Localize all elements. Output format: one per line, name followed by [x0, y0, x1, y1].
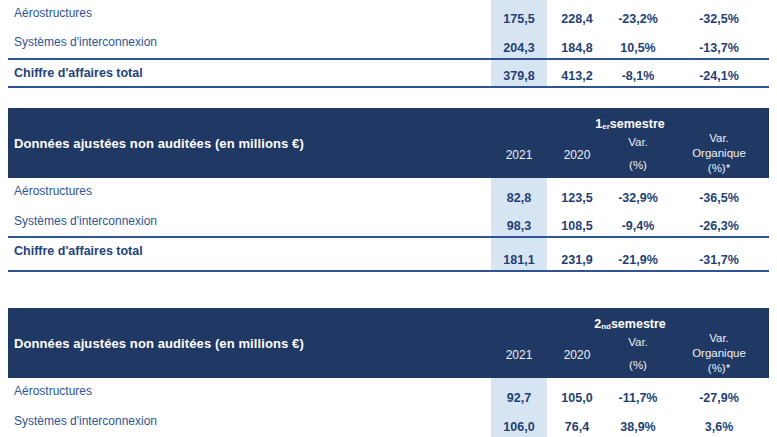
value-2020: 105,0	[547, 378, 607, 408]
period-title: 1er semestre	[491, 108, 769, 131]
table-row: Systèmes d'interconnexion 98,3 108,5 -9,…	[8, 208, 769, 238]
table-row: Systèmes d'interconnexion 204,3 184,8 10…	[8, 29, 769, 60]
value-var-pct: -32,9%	[607, 178, 669, 208]
value-var-organique: -24,1%	[669, 60, 769, 86]
table-header: Données ajustées non auditées (en millio…	[8, 308, 769, 378]
table-row: Aérostructures 82,8 123,5 -32,9% -36,5%	[8, 178, 769, 208]
value-2020: 413,2	[547, 60, 607, 86]
spacer	[0, 88, 777, 108]
table-title: Données ajustées non auditées (en millio…	[8, 108, 491, 178]
value-2021: 92,7	[491, 378, 547, 408]
value-2021: 204,3	[491, 29, 547, 58]
column-header-2021: 2021	[491, 131, 547, 178]
numeric-columns-header: 2nd semestre 2021 2020 Var. (%) Var. Org…	[491, 308, 769, 378]
value-2020: 123,5	[547, 178, 607, 208]
row-label: Aérostructures	[8, 178, 491, 208]
column-header-2020: 2020	[547, 131, 607, 178]
value-var-pct: -8,1%	[607, 60, 669, 86]
period-title: 2nd semestre	[491, 308, 769, 331]
period-number: 2	[594, 317, 601, 331]
period-word: semestre	[610, 117, 665, 131]
value-var-pct: 38,9%	[607, 408, 669, 437]
value-var-pct: -11,7%	[607, 378, 669, 408]
value-2021: 175,5	[491, 0, 547, 29]
value-var-pct: 10,5%	[607, 29, 669, 58]
column-headers: 2021 2020 Var. (%) Var. Organique (%)*	[491, 131, 769, 178]
value-2021: 181,1	[491, 238, 547, 270]
table-row: Aérostructures 92,7 105,0 -11,7% -27,9%	[8, 378, 769, 408]
value-2020: 184,8	[547, 29, 607, 58]
column-header-var: Var. (%)	[607, 331, 669, 378]
value-2021: 379,8	[491, 60, 547, 86]
period-ordinal-suffix: er	[602, 123, 610, 131]
period-word: semestre	[611, 317, 666, 331]
table-premier-semestre: Données ajustées non auditées (en millio…	[8, 108, 769, 272]
table-row: Systèmes d'interconnexion 106,0 76,4 38,…	[8, 408, 769, 437]
value-var-organique: -31,7%	[669, 238, 769, 270]
row-label: Chiffre d'affaires total	[8, 60, 491, 86]
table-body: Aérostructures 92,7 105,0 -11,7% -27,9% …	[8, 378, 769, 437]
row-label: Chiffre d'affaires total	[8, 238, 491, 270]
column-header-org-line3: (%)*	[708, 361, 730, 376]
column-header-org-line2: Organique	[692, 146, 746, 161]
value-var-organique: -27,9%	[669, 378, 769, 408]
table-body: Aérostructures 82,8 123,5 -32,9% -36,5% …	[8, 178, 769, 272]
period-ordinal-suffix: nd	[601, 323, 611, 331]
table-body: Aérostructures 175,5 228,4 -23,2% -32,5%…	[8, 0, 769, 88]
numeric-columns-header: 1er semestre 2021 2020 Var. (%) Var. Org…	[491, 108, 769, 178]
value-2021: 98,3	[491, 208, 547, 236]
value-2021: 106,0	[491, 408, 547, 437]
column-header-2020: 2020	[547, 331, 607, 378]
value-var-pct: -23,2%	[607, 0, 669, 29]
column-header-var-line2: (%)	[629, 359, 647, 371]
table-row-total: Chiffre d'affaires total 181,1 231,9 -21…	[8, 238, 769, 272]
value-2020: 108,5	[547, 208, 607, 236]
column-header-var: Var. (%)	[607, 131, 669, 178]
value-var-organique: -36,5%	[669, 178, 769, 208]
column-header-org-line3: (%)*	[708, 161, 730, 176]
spacer	[0, 272, 777, 308]
value-2020: 231,9	[547, 238, 607, 270]
row-label: Systèmes d'interconnexion	[8, 208, 491, 236]
period-number: 1	[595, 117, 602, 131]
column-header-var-organique: Var. Organique (%)*	[669, 331, 769, 378]
row-label: Aérostructures	[8, 0, 491, 29]
value-var-organique: -13,7%	[669, 29, 769, 58]
table-second-semestre: Données ajustées non auditées (en millio…	[8, 308, 769, 437]
value-var-organique: 3,6%	[669, 408, 769, 437]
financial-report-page: Aérostructures 175,5 228,4 -23,2% -32,5%…	[0, 0, 777, 437]
value-var-organique: -32,5%	[669, 0, 769, 29]
value-2020: 76,4	[547, 408, 607, 437]
row-label: Aérostructures	[8, 378, 491, 408]
column-header-var-line1: Var.	[628, 336, 648, 348]
value-var-pct: -9,4%	[607, 208, 669, 236]
column-header-var-organique: Var. Organique (%)*	[669, 131, 769, 178]
row-label: Systèmes d'interconnexion	[8, 408, 491, 437]
column-headers: 2021 2020 Var. (%) Var. Organique (%)*	[491, 331, 769, 378]
value-2021: 82,8	[491, 178, 547, 208]
column-header-org-line1: Var.	[709, 331, 729, 346]
column-header-org-line2: Organique	[692, 346, 746, 361]
value-var-pct: -21,9%	[607, 238, 669, 270]
column-header-org-line1: Var.	[709, 131, 729, 146]
row-label: Systèmes d'interconnexion	[8, 29, 491, 58]
table-row-total: Chiffre d'affaires total 379,8 413,2 -8,…	[8, 60, 769, 88]
value-var-organique: -26,3%	[669, 208, 769, 236]
table-header: Données ajustées non auditées (en millio…	[8, 108, 769, 178]
value-2020: 228,4	[547, 0, 607, 29]
table-row: Aérostructures 175,5 228,4 -23,2% -32,5%	[8, 0, 769, 29]
column-header-var-line2: (%)	[629, 159, 647, 171]
table-title: Données ajustées non auditées (en millio…	[8, 308, 491, 378]
column-header-var-line1: Var.	[628, 136, 648, 148]
column-header-2021: 2021	[491, 331, 547, 378]
table-full-year: Aérostructures 175,5 228,4 -23,2% -32,5%…	[8, 0, 769, 88]
